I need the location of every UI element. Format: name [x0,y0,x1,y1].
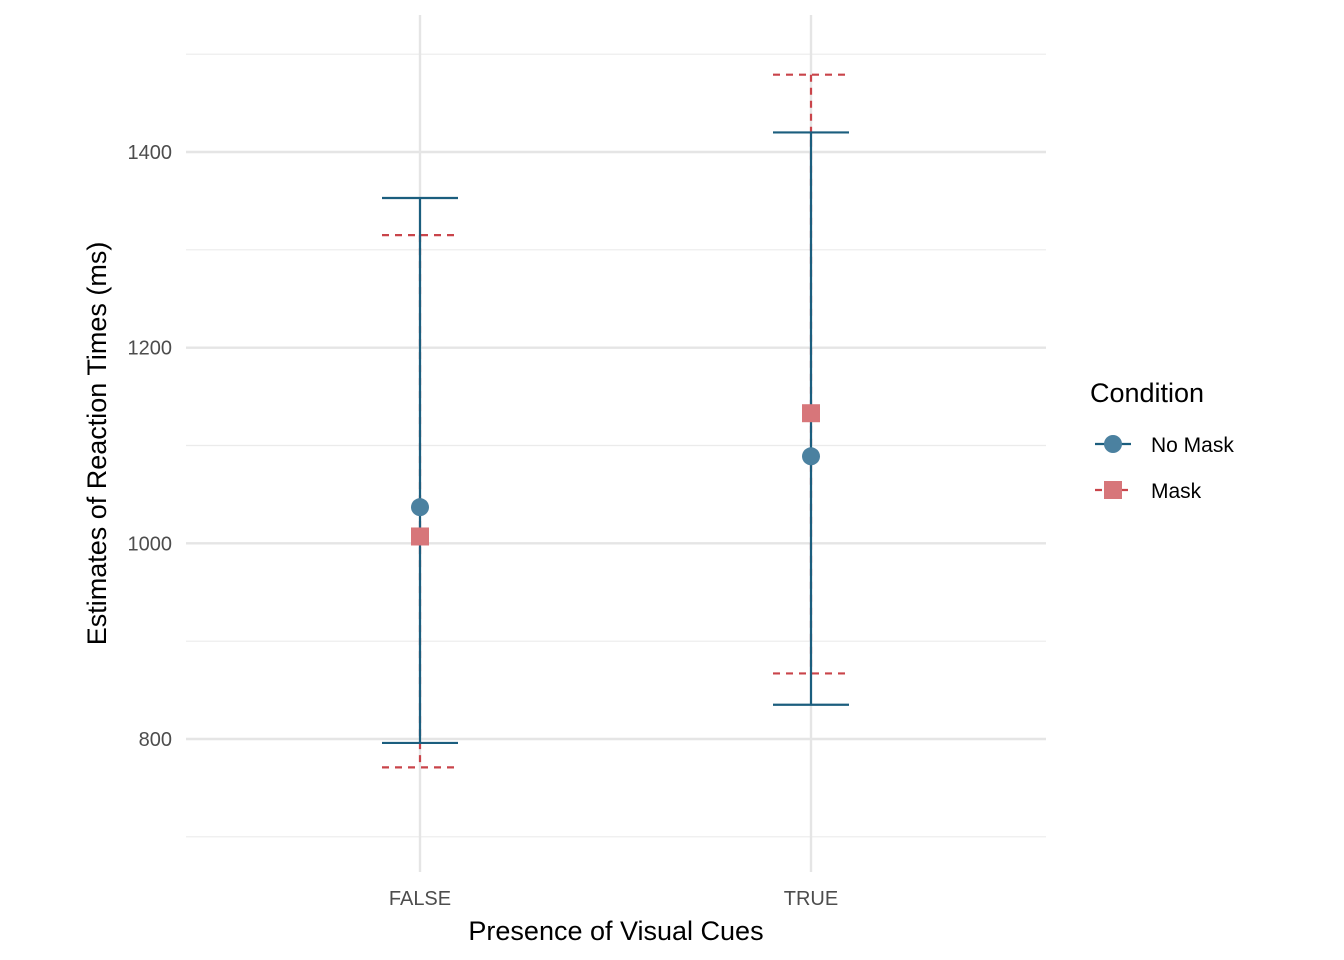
legend-label: Mask [1151,480,1202,503]
data-points [411,404,820,546]
grid [186,15,1046,872]
x-tick-label: TRUE [784,888,838,910]
y-axis-title: Estimates of Reaction Times (ms) [82,242,112,646]
legend-key-square [1104,481,1122,499]
x-tick-label: FALSE [389,888,451,910]
legend-item-no-mask: No Mask [1095,434,1234,457]
legend: Condition No Mask Mask [1090,378,1234,503]
data-point-mask [411,527,429,546]
error-bars [382,73,849,769]
x-axis-title: Presence of Visual Cues [468,916,763,946]
data-point-no-mask [411,498,429,517]
x-axis-ticks: FALSE TRUE [389,888,838,910]
data-point-no-mask [802,447,820,466]
legend-item-mask: Mask [1095,480,1202,503]
y-tick-label: 1400 [128,142,173,164]
data-point-mask [802,404,820,423]
legend-title: Condition [1090,378,1204,408]
legend-label: No Mask [1151,434,1234,457]
y-tick-label: 1200 [128,338,173,360]
y-tick-label: 800 [139,729,172,751]
legend-items: No Mask Mask [1095,434,1234,503]
legend-key-circle [1104,435,1122,453]
y-axis-ticks: 800 1000 1200 1400 [128,142,173,751]
y-tick-label: 1000 [128,533,173,555]
